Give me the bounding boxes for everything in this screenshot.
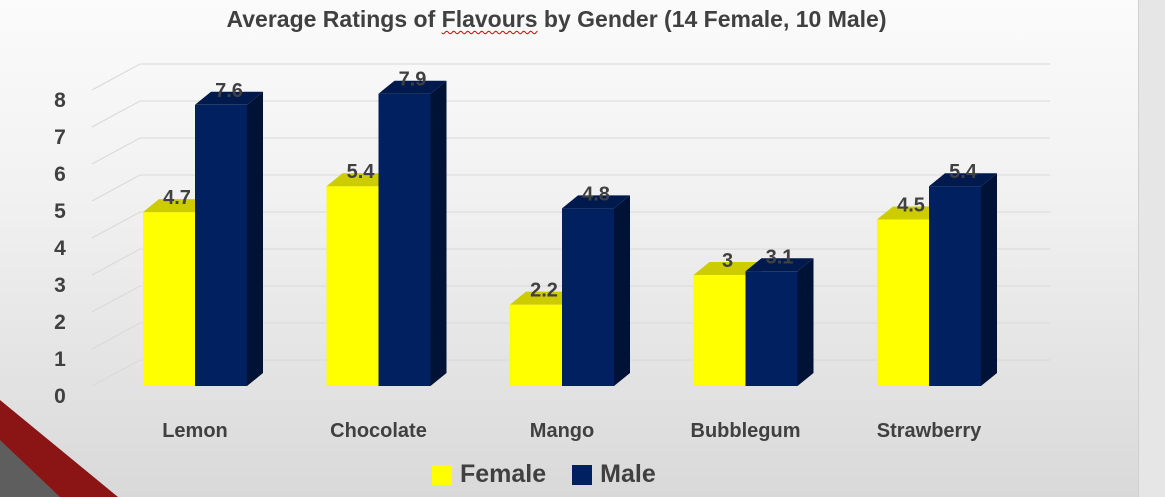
data-label-female-mango: 2.2 (530, 280, 558, 302)
bar-female-chocolate (326, 186, 379, 386)
legend-item-female: Female (432, 460, 546, 489)
bar-top-male-strawberry (929, 173, 997, 187)
bar-top-male-bubblegum (745, 258, 814, 272)
bar-side-male-lemon (247, 91, 263, 387)
bar-female-bubblegum (693, 275, 746, 386)
bar-top-male-lemon (195, 91, 263, 105)
slide-corner-accent-shadow (0, 440, 60, 497)
category-label-bubblegum: Bubblegum (691, 420, 801, 442)
bar-side-male-bubblegum (797, 258, 814, 386)
y-tick-label: 5 (54, 200, 66, 223)
data-labels: 4.7 7.6 5.4 7.9 2.2 4.8 3 3.1 4.5 5.4 (163, 69, 978, 302)
bar-top-female-lemon (143, 199, 211, 213)
y-tick-label: 2 (54, 311, 66, 334)
bar-male-lemon (195, 104, 247, 387)
bars (143, 80, 997, 387)
bar-top-female-strawberry (877, 206, 945, 220)
chart-title: Average Ratings of Flavours by Gender (1… (0, 6, 1113, 33)
chart-title-spellcheck-word: Flavours (441, 6, 538, 32)
data-label-male-chocolate: 7.9 (399, 69, 427, 91)
gridlines (91, 63, 1050, 387)
bar-female-strawberry (877, 219, 929, 386)
y-tick-label: 1 (54, 348, 66, 371)
legend-swatch-male (572, 464, 593, 485)
data-label-male-lemon: 7.6 (215, 80, 243, 102)
bar-top-female-bubblegum (693, 262, 762, 275)
bar-side-male-chocolate (430, 80, 447, 386)
bar-male-strawberry (929, 186, 981, 386)
bar-male-mango (562, 208, 614, 386)
category-label-chocolate: Chocolate (330, 420, 427, 442)
gridline (91, 248, 1050, 276)
data-label-female-bubblegum: 3 (722, 250, 733, 272)
legend-swatch-female (432, 464, 452, 485)
bar-female-lemon (143, 212, 195, 386)
gridline (91, 137, 1050, 165)
category-label-lemon: Lemon (162, 420, 228, 442)
data-label-male-strawberry: 5.4 (949, 161, 978, 183)
bar-male-chocolate (378, 93, 431, 386)
gridline (91, 174, 1050, 202)
y-tick-label: 7 (54, 126, 66, 149)
y-tick-label: 6 (54, 163, 66, 186)
legend: Female Male (432, 460, 682, 489)
y-axis-ticks: 0 1 2 3 4 5 6 7 8 (54, 89, 66, 408)
bar-top-male-mango (562, 195, 630, 209)
bar-top-female-mango (510, 291, 578, 305)
chart-title-part-1: Average Ratings of (226, 6, 442, 32)
legend-label-male: Male (600, 460, 656, 488)
legend-item-male: Male (572, 460, 656, 489)
data-label-female-chocolate: 5.4 (347, 161, 376, 183)
bar-side-male-mango (614, 195, 630, 386)
data-label-female-lemon: 4.7 (163, 187, 191, 209)
bar-top-female-chocolate (326, 173, 395, 187)
data-label-male-mango: 4.8 (582, 183, 610, 205)
category-labels: Lemon Chocolate Mango Bubblegum Strawberry (162, 420, 982, 442)
data-label-male-bubblegum: 3.1 (766, 246, 794, 268)
bar-female-mango (510, 304, 562, 386)
y-tick-label: 3 (54, 274, 66, 297)
y-tick-label: 0 (54, 385, 66, 408)
legend-label-female: Female (460, 460, 547, 488)
chart-title-part-3: by Gender (14 Female, 10 Male) (537, 6, 887, 32)
bar-top-male-chocolate (378, 80, 447, 94)
bar-side-male-strawberry (981, 173, 997, 386)
y-tick-label: 4 (54, 237, 66, 260)
slide-edge-panel (1138, 0, 1165, 497)
bar-male-bubblegum (745, 271, 798, 386)
category-label-mango: Mango (530, 420, 594, 442)
data-label-female-strawberry: 4.5 (897, 195, 925, 217)
gridline (91, 211, 1050, 239)
category-label-strawberry: Strawberry (877, 420, 982, 442)
gridline (91, 63, 1050, 91)
y-tick-label: 8 (54, 89, 66, 112)
gridline (91, 100, 1050, 128)
